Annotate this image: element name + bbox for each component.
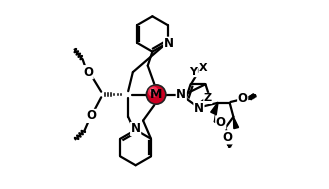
Circle shape: [151, 89, 155, 93]
Text: N: N: [194, 102, 204, 115]
Text: N: N: [131, 122, 140, 136]
Text: O: O: [87, 109, 96, 122]
Text: Y: Y: [190, 67, 197, 77]
Text: Z: Z: [204, 93, 212, 103]
Polygon shape: [211, 103, 217, 114]
Circle shape: [148, 86, 159, 97]
Text: X: X: [199, 64, 208, 73]
Text: O: O: [83, 66, 93, 79]
Text: M: M: [150, 88, 162, 101]
Text: O: O: [222, 131, 232, 144]
Text: O: O: [238, 92, 248, 105]
Text: N: N: [176, 88, 186, 101]
Polygon shape: [233, 117, 239, 129]
Text: N: N: [164, 37, 174, 50]
Circle shape: [146, 85, 166, 104]
Text: O: O: [216, 116, 226, 129]
